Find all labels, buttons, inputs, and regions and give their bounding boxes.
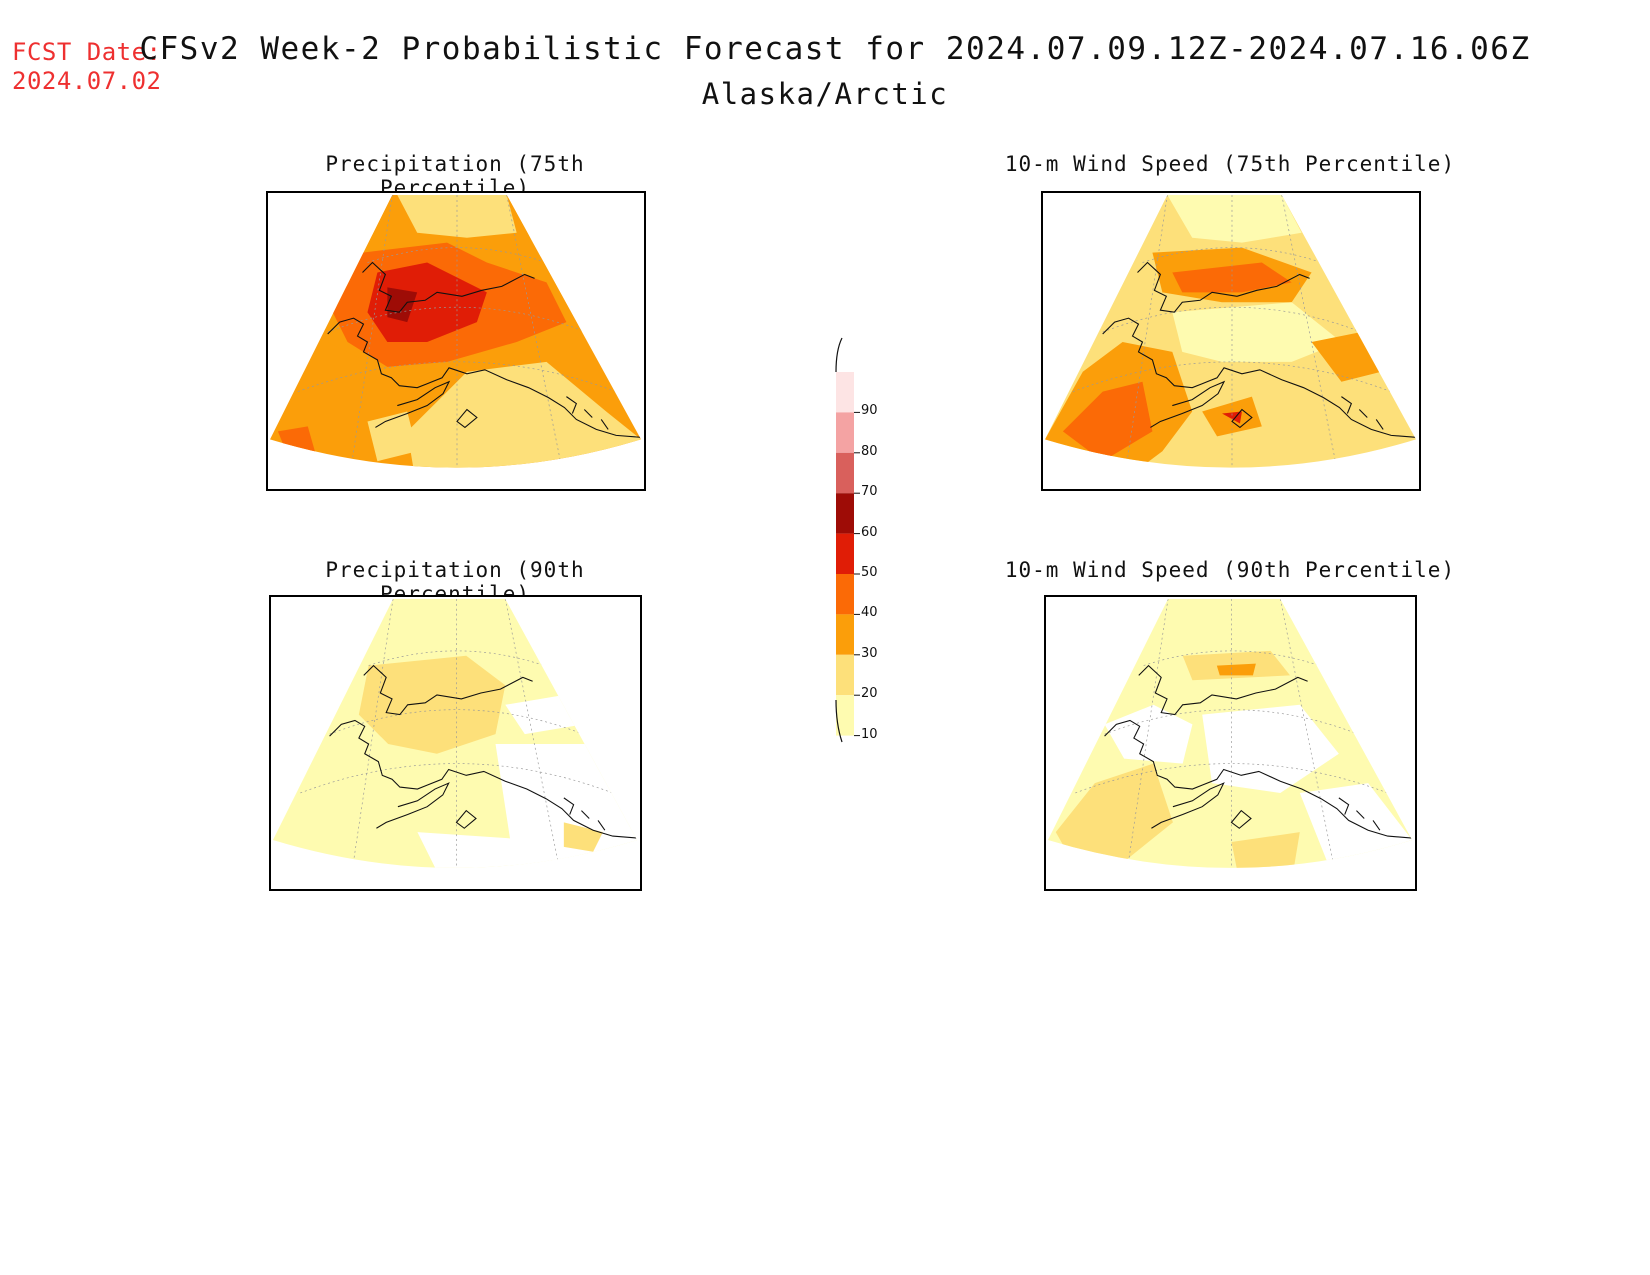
colorbar-swatch <box>836 372 854 413</box>
colorbar-label: 30 <box>861 645 878 661</box>
colorbar-label: 20 <box>861 686 878 702</box>
forecast-date-value: 2024.07.02 <box>12 67 162 95</box>
coastline <box>329 664 638 839</box>
panel-title-precip-90: Precipitation (90th Percentile) <box>325 558 585 606</box>
lat-lon-grid <box>300 598 613 868</box>
map-panel-wind-75 <box>1041 191 1421 491</box>
forecast-date-label: FCST Date: <box>12 38 162 66</box>
coastline <box>327 261 642 438</box>
map-panel-wind-90 <box>1044 595 1417 891</box>
colorbar-swatch <box>836 695 854 736</box>
colorbar-label: 40 <box>861 605 878 621</box>
colorbar-label: 60 <box>861 524 878 540</box>
coastline <box>1102 261 1417 438</box>
colorbar-label: 90 <box>861 403 878 419</box>
colorbar-swatch <box>836 493 854 534</box>
lat-lon-grid <box>297 194 617 468</box>
colorbar-swatch <box>836 412 854 453</box>
map-panel-precip-90 <box>269 595 642 891</box>
forecast-field <box>269 194 642 468</box>
forecast-field <box>1044 194 1417 468</box>
colorbar-swatch <box>836 614 854 655</box>
forecast-field <box>272 598 638 868</box>
colorbar-label: 10 <box>861 726 878 742</box>
map-panel-precip-75 <box>266 191 646 491</box>
colorbar-label: 50 <box>861 565 878 580</box>
colorbar-swatch <box>836 452 854 494</box>
page-title: CFSv2 Week-2 Probabilistic Forecast for … <box>139 31 1531 67</box>
colorbar-label: 80 <box>861 443 878 459</box>
forecast-field <box>1047 598 1413 868</box>
coastline <box>1104 664 1413 839</box>
colorbar-label: 70 <box>861 484 878 500</box>
page-subtitle: Alaska/Arctic <box>701 77 949 111</box>
lat-lon-grid <box>1075 598 1388 868</box>
colorbar-swatch <box>836 574 854 615</box>
colorbar-swatch <box>836 654 854 696</box>
lat-lon-grid <box>1072 194 1392 468</box>
colorbar-swatch <box>836 533 854 574</box>
colorbar <box>835 337 860 743</box>
panel-title-wind-90: 10-m Wind Speed (90th Percentile) <box>1004 558 1456 582</box>
panel-title-wind-75: 10-m Wind Speed (75th Percentile) <box>1004 152 1456 176</box>
